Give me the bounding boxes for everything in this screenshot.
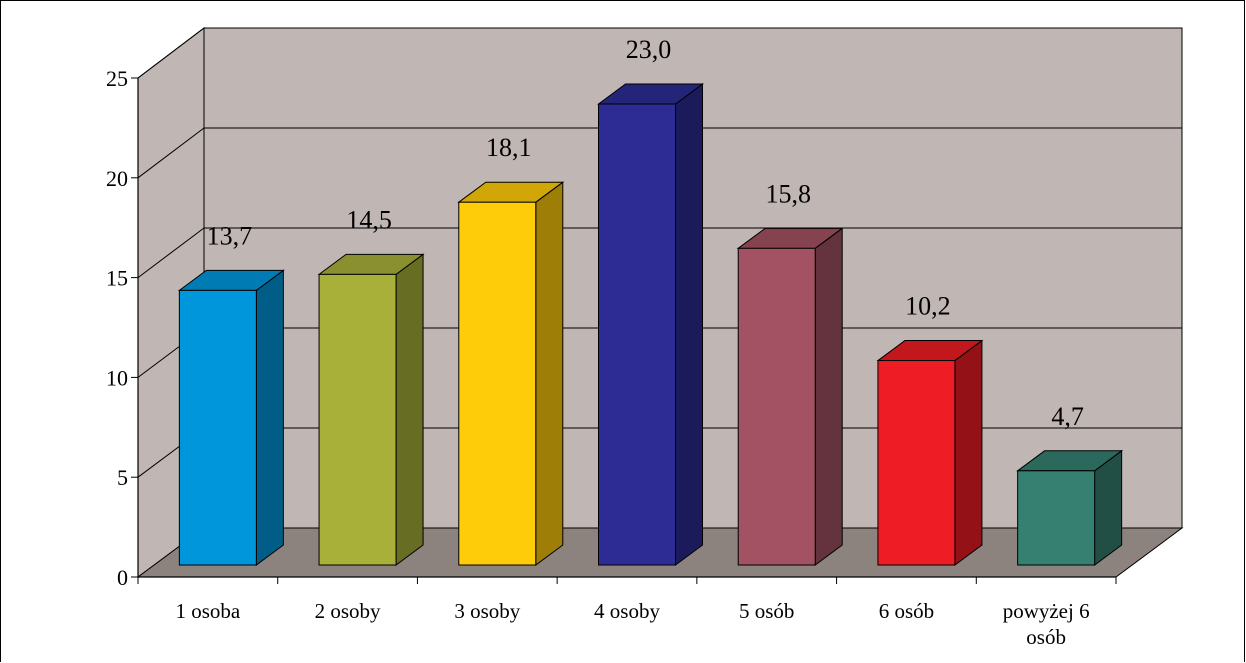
axes [131, 77, 1117, 584]
category-label: 3 osoby [454, 599, 520, 623]
bar-side [535, 181, 564, 566]
bar-side [675, 83, 703, 566]
data-label: 14,5 [346, 205, 392, 234]
category-label: 6 osób [879, 599, 934, 623]
data-label: 18,1 [486, 133, 532, 162]
bar-front [877, 360, 956, 566]
y-tick-label: 20 [106, 166, 128, 191]
bar-front [178, 289, 257, 566]
data-label: 15,8 [765, 179, 811, 208]
bar-front [1017, 470, 1096, 566]
bar [1016, 449, 1124, 566]
bar-front [458, 201, 537, 566]
category-label: 5 osób [739, 599, 794, 623]
bar [457, 181, 565, 566]
y-tick-label: 5 [117, 465, 128, 490]
y-tick-label: 10 [106, 365, 128, 390]
y-tick-label: 25 [106, 66, 128, 91]
y-tick-label: 15 [106, 266, 128, 291]
bars [177, 83, 1124, 566]
bar [876, 339, 984, 566]
bar-front [737, 247, 816, 566]
bar-front [318, 273, 397, 566]
category-label: osób [1026, 625, 1066, 649]
bar [177, 269, 285, 566]
gridline-side [137, 127, 205, 179]
bar-side [814, 227, 843, 566]
category-label: 1 osoba [175, 599, 240, 623]
bar [596, 83, 705, 566]
bar-front [598, 103, 676, 566]
data-label: 13,7 [207, 221, 253, 250]
data-label: 4,7 [1051, 402, 1084, 431]
gridline-side [137, 27, 205, 79]
data-label: 10,2 [905, 292, 951, 321]
bar-side [395, 253, 424, 566]
y-tick-label: 0 [117, 565, 128, 590]
bar [736, 227, 844, 566]
data-label: 23,0 [626, 35, 672, 64]
bar [317, 253, 425, 566]
category-label: powyżej 6 [1003, 599, 1090, 623]
bar-side [255, 269, 284, 566]
category-label: 4 osoby [594, 599, 660, 623]
labels: 0 5 10 15 20 25 13,7 1 osoba 14,5 2 osoby 18,1 3 os… [106, 35, 1090, 649]
bar-side [954, 339, 983, 566]
category-label: 2 osoby [315, 599, 381, 623]
gridline-side [137, 227, 205, 278]
